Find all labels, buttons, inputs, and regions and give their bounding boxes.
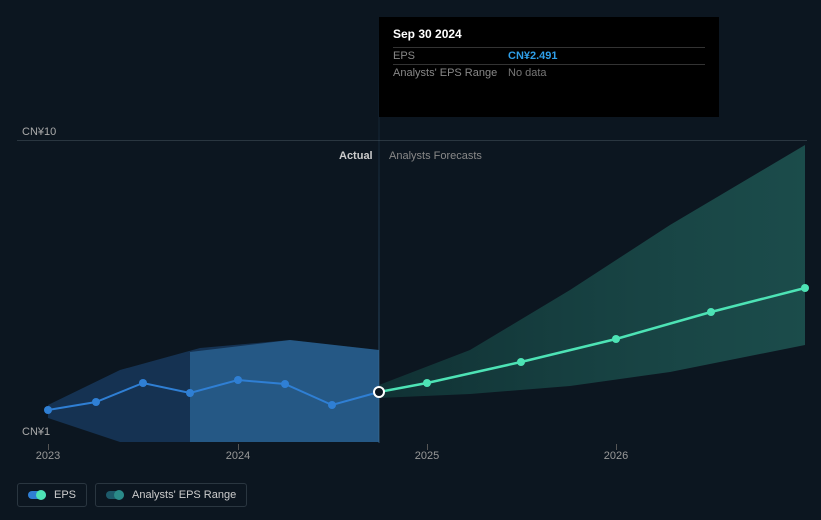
legend-swatch-icon: [106, 491, 124, 499]
actual-highlight-area: [190, 340, 379, 442]
tooltip-row: EPSCN¥2.491: [393, 47, 705, 64]
legend-item[interactable]: EPS: [17, 483, 87, 507]
x-axis-label: 2024: [226, 450, 250, 462]
legend-item[interactable]: Analysts' EPS Range: [95, 483, 247, 507]
eps-marker-forecast[interactable]: [517, 358, 525, 366]
legend-item-label: EPS: [54, 489, 76, 501]
x-axis-label: 2023: [36, 450, 60, 462]
eps-marker-actual[interactable]: [281, 380, 289, 388]
eps-marker-actual[interactable]: [234, 376, 242, 384]
eps-marker-actual[interactable]: [186, 389, 194, 397]
eps-marker-actual[interactable]: [328, 401, 336, 409]
legend-item-label: Analysts' EPS Range: [132, 489, 236, 501]
legend-swatch-icon: [28, 491, 46, 499]
eps-marker-actual[interactable]: [92, 398, 100, 406]
x-axis-label: 2025: [415, 450, 439, 462]
tooltip-row-label: Analysts' EPS Range: [393, 67, 508, 79]
forecast-region-label: Analysts Forecasts: [389, 150, 482, 162]
tooltip-row-value: CN¥2.491: [508, 50, 558, 62]
eps-marker-actual[interactable]: [44, 406, 52, 414]
tooltip-date: Sep 30 2024: [393, 27, 705, 41]
tooltip-row-label: EPS: [393, 50, 508, 62]
eps-marker-forecast[interactable]: [801, 284, 809, 292]
eps-marker-forecast[interactable]: [612, 335, 620, 343]
forecast-range-area: [379, 145, 805, 398]
y-axis-label: CN¥1: [22, 426, 50, 438]
tooltip-row: Analysts' EPS RangeNo data: [393, 64, 705, 81]
eps-marker-actual[interactable]: [139, 379, 147, 387]
y-axis-label: CN¥10: [22, 126, 56, 138]
tooltip-row-value: No data: [508, 67, 547, 79]
x-axis-label: 2026: [604, 450, 628, 462]
tooltip: Sep 30 2024EPSCN¥2.491Analysts' EPS Rang…: [379, 17, 719, 117]
eps-marker-forecast[interactable]: [707, 308, 715, 316]
legend: EPS Analysts' EPS Range: [17, 483, 247, 507]
actual-region-label: Actual: [339, 150, 373, 162]
eps-marker-highlight[interactable]: [374, 387, 384, 397]
eps-marker-forecast[interactable]: [423, 379, 431, 387]
